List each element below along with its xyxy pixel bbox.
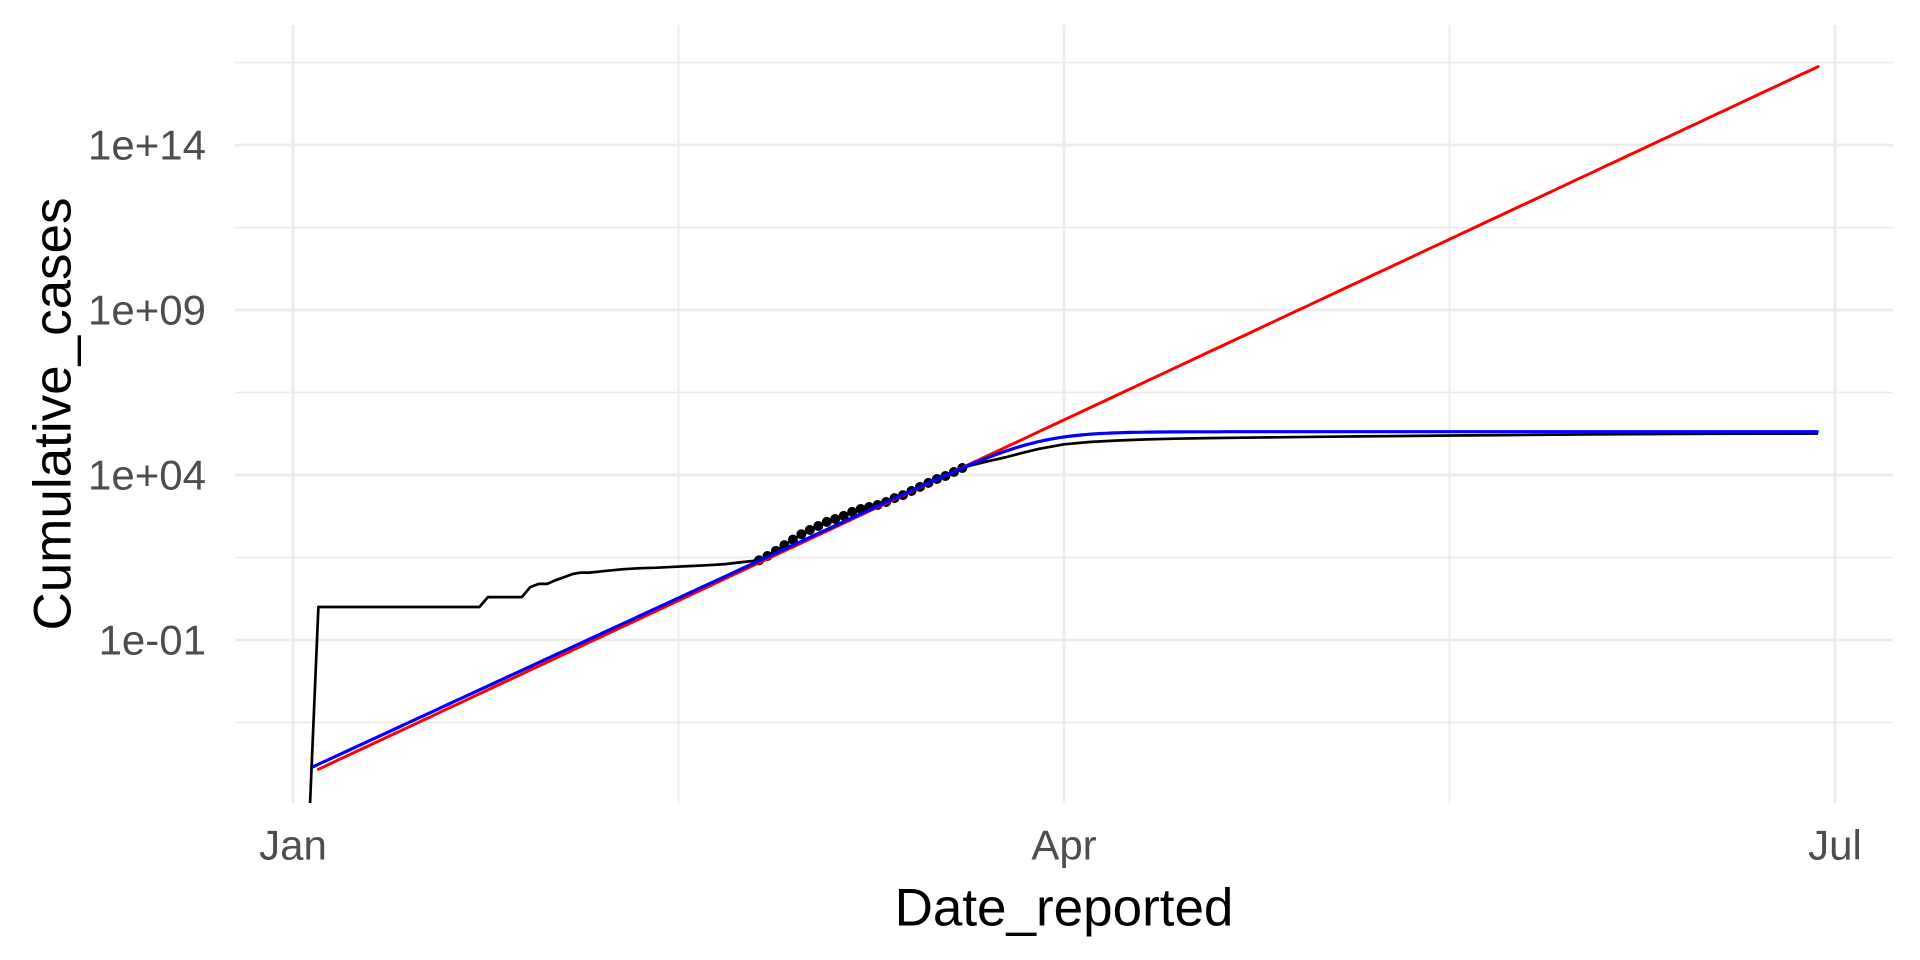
y-tick-label: 1e+04	[88, 452, 206, 499]
series-layer	[308, 65, 1820, 803]
exponential-fit-line	[316, 65, 1820, 771]
y-tick-label: 1e+14	[88, 122, 206, 169]
observed-line	[308, 432, 1819, 803]
plot-panel: 1e-01 1e+04 1e+09 1e+14 Jan Apr Jul	[88, 25, 1893, 869]
x-axis-title: Date_reported	[895, 879, 1234, 938]
y-axis-title: Cumulative_cases	[24, 197, 83, 630]
logistic-fit-line	[311, 430, 1819, 769]
panel-gridlines	[235, 25, 1893, 803]
x-tick-label: Apr	[1031, 822, 1096, 869]
axis-tick-labels: 1e-01 1e+04 1e+09 1e+14 Jan Apr Jul	[88, 122, 1862, 869]
y-tick-label: 1e+09	[88, 287, 206, 334]
x-tick-label: Jul	[1808, 822, 1862, 869]
x-tick-label: Jan	[259, 822, 327, 869]
y-tick-label: 1e-01	[99, 617, 206, 664]
